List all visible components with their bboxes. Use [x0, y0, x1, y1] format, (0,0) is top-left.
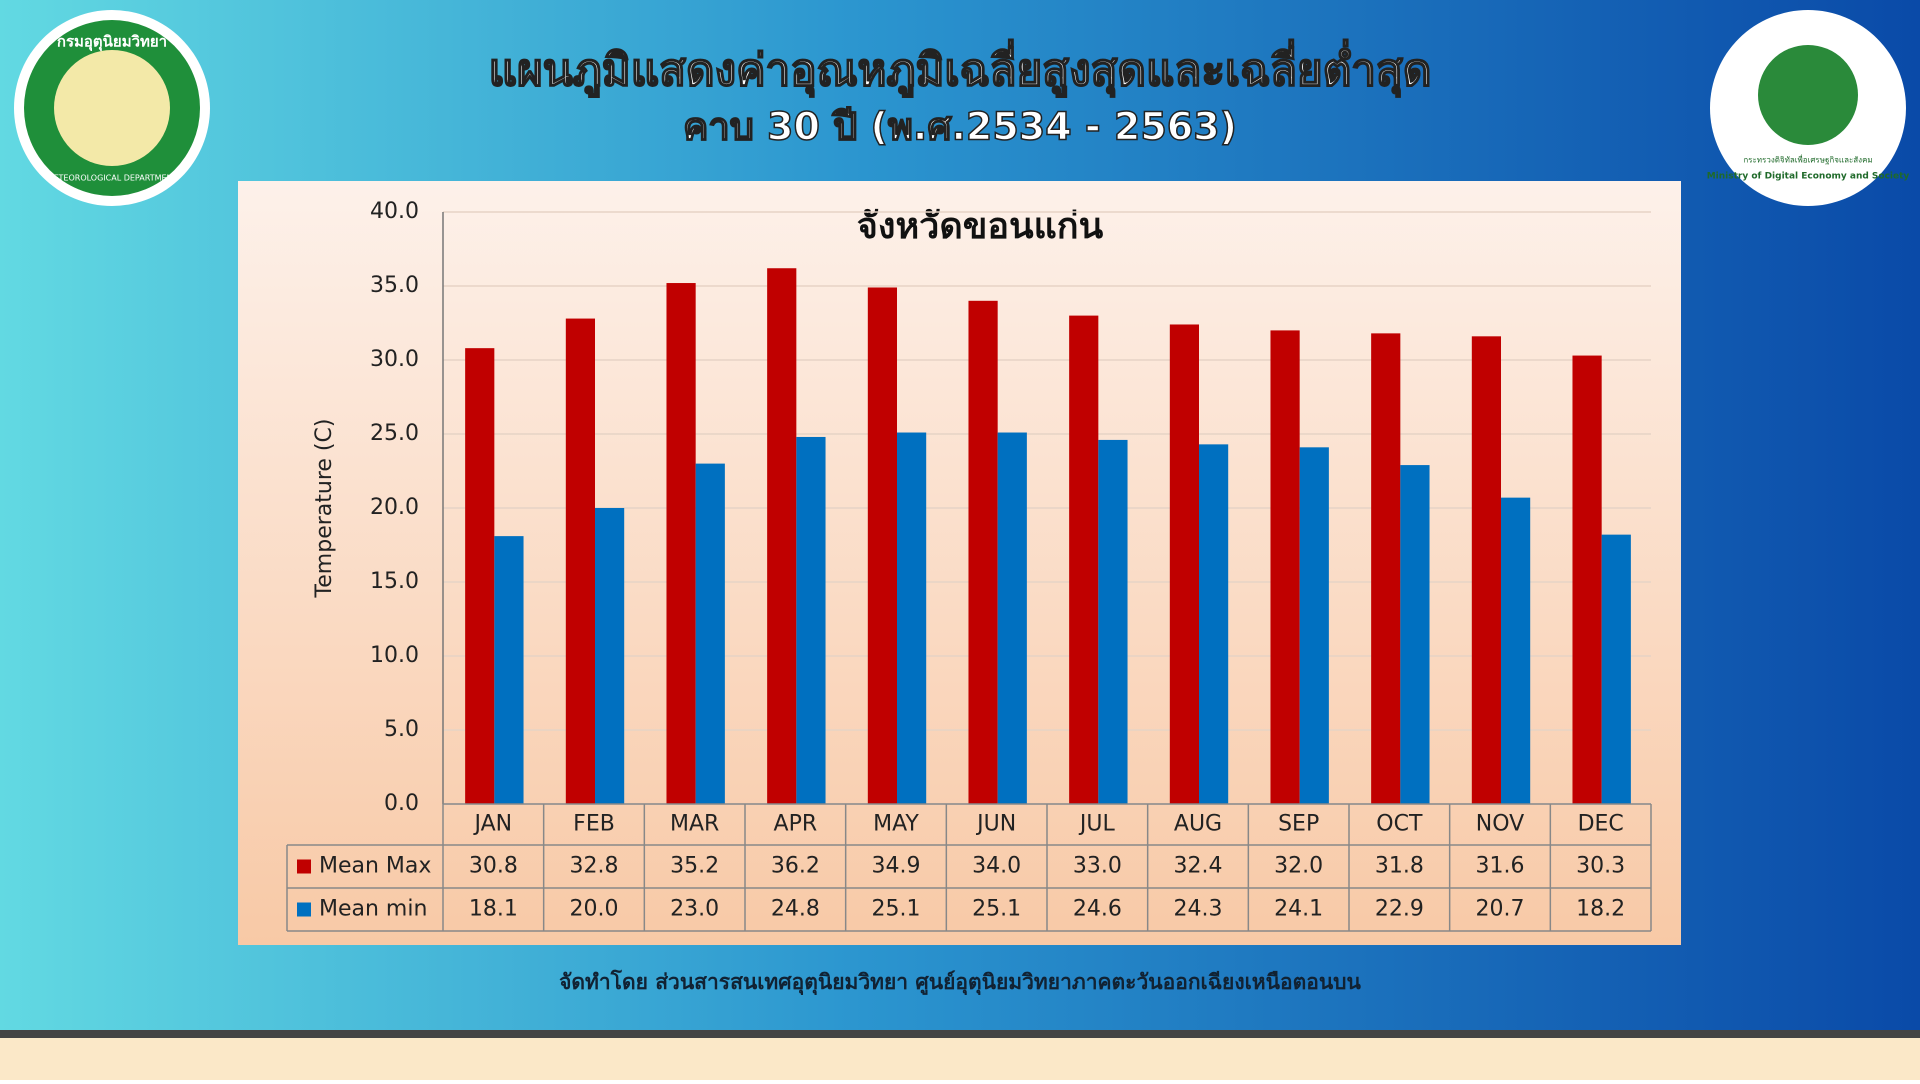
data-label: 30.3	[1576, 854, 1625, 879]
logo-text: กรมอุตุนิยมวิทยา	[57, 33, 167, 52]
data-label: 32.0	[1274, 854, 1323, 879]
data-label: 25.1	[872, 897, 921, 922]
data-label: 25.1	[972, 897, 1021, 922]
legend-label: Mean Max	[319, 854, 431, 879]
data-label: 23.0	[670, 897, 719, 922]
bar	[1471, 336, 1502, 804]
x-tick-label: DEC	[1578, 812, 1624, 837]
bar	[1371, 333, 1401, 804]
logo-center	[1758, 45, 1858, 145]
data-label: 22.9	[1375, 897, 1424, 922]
bar	[465, 348, 495, 804]
data-label: 31.8	[1375, 854, 1424, 879]
bar	[968, 300, 998, 804]
y-tick-label: 0.0	[384, 791, 419, 816]
x-tick-label: OCT	[1376, 812, 1423, 837]
x-tick-label: FEB	[573, 812, 615, 837]
y-tick-label: 35.0	[370, 273, 419, 298]
y-tick-label: 30.0	[370, 347, 419, 372]
bar	[494, 536, 524, 804]
chart-title: จังหวัดขอนแก่น	[857, 206, 1104, 247]
bar	[997, 432, 1027, 804]
bar	[796, 436, 826, 804]
data-label: 20.0	[570, 897, 619, 922]
chart-panel	[238, 181, 1681, 945]
legend-label: Mean min	[319, 897, 427, 922]
page-title: แผนภูมิแสดงค่าอุณหภูมิเฉลี่ยสูงสุดและเฉล…	[489, 39, 1432, 98]
data-label: 24.1	[1274, 897, 1323, 922]
bar	[595, 508, 625, 804]
bar	[1069, 315, 1099, 804]
data-label: 32.8	[570, 854, 619, 879]
bar	[1400, 465, 1430, 804]
bar	[1169, 324, 1200, 804]
bar	[1098, 439, 1128, 804]
divider	[0, 1030, 1920, 1038]
y-tick-label: 5.0	[384, 717, 419, 742]
bar	[1601, 534, 1631, 804]
data-label: 18.2	[1576, 897, 1625, 922]
y-tick-label: 20.0	[370, 495, 419, 520]
data-label: 31.6	[1476, 854, 1525, 879]
bar	[1572, 355, 1602, 804]
y-tick-label: 15.0	[370, 569, 419, 594]
data-label: 35.2	[670, 854, 719, 879]
bar	[1501, 497, 1531, 804]
legend-swatch	[297, 859, 311, 874]
x-tick-label: MAR	[670, 812, 719, 837]
data-label: 24.6	[1073, 897, 1122, 922]
legend-swatch	[297, 902, 311, 917]
x-tick-label: SEP	[1278, 812, 1319, 837]
bar	[1199, 444, 1229, 804]
bar	[767, 268, 797, 804]
footer: จัดทำโดย ส่วนสารสนเทศอุตุนิยมวิทยา ศูนย์…	[559, 969, 1361, 996]
data-label: 34.9	[872, 854, 921, 879]
x-tick-label: AUG	[1174, 812, 1222, 837]
bar	[666, 283, 696, 804]
y-tick-label: 40.0	[370, 199, 419, 224]
x-tick-label: APR	[774, 812, 818, 837]
y-axis-label: Temperature (C)	[312, 419, 337, 599]
data-label: 18.1	[469, 897, 518, 922]
bar	[1270, 330, 1300, 804]
right-logo: กระทรวงดิจิทัลเพื่อเศรษฐกิจและสังคม Mini…	[1707, 10, 1910, 206]
bar	[695, 463, 725, 804]
x-tick-label: NOV	[1476, 812, 1524, 837]
left-logo: กรมอุตุนิยมวิทยา METEOROLOGICAL DEPARTME…	[14, 10, 210, 206]
data-label: 34.0	[972, 854, 1021, 879]
x-tick-label: JUL	[1078, 812, 1116, 837]
bar	[897, 432, 927, 804]
y-tick-label: 10.0	[370, 643, 419, 668]
y-tick-label: 25.0	[370, 421, 419, 446]
logo-text: Ministry of Digital Economy and Society	[1707, 172, 1910, 182]
bar	[565, 318, 596, 804]
logo-text: กระทรวงดิจิทัลเพื่อเศรษฐกิจและสังคม	[1743, 154, 1872, 165]
bar	[867, 287, 898, 805]
bottom-band	[0, 1038, 1920, 1080]
plot: 0.0 5.0 10.0 15.0 20.0 25.0 30.0 35.0 40.0 JAN FEB…	[286, 199, 1652, 932]
data-label: 30.8	[469, 854, 518, 879]
x-tick-label: JUN	[975, 812, 1016, 837]
data-label: 24.8	[771, 897, 820, 922]
x-tick-label: JAN	[473, 812, 513, 837]
data-label: 36.2	[771, 854, 820, 879]
data-label: 32.4	[1174, 854, 1223, 879]
data-label: 20.7	[1476, 897, 1525, 922]
data-label: 24.3	[1174, 897, 1223, 922]
data-label: 33.0	[1073, 854, 1122, 879]
bar	[1299, 447, 1329, 804]
logo-text: METEOROLOGICAL DEPARTMENT	[47, 174, 178, 183]
page-subtitle: คาบ 30 ปี (พ.ศ.2534 - 2563)	[683, 105, 1237, 149]
x-tick-label: MAY	[873, 812, 919, 837]
logo-center	[54, 50, 170, 166]
